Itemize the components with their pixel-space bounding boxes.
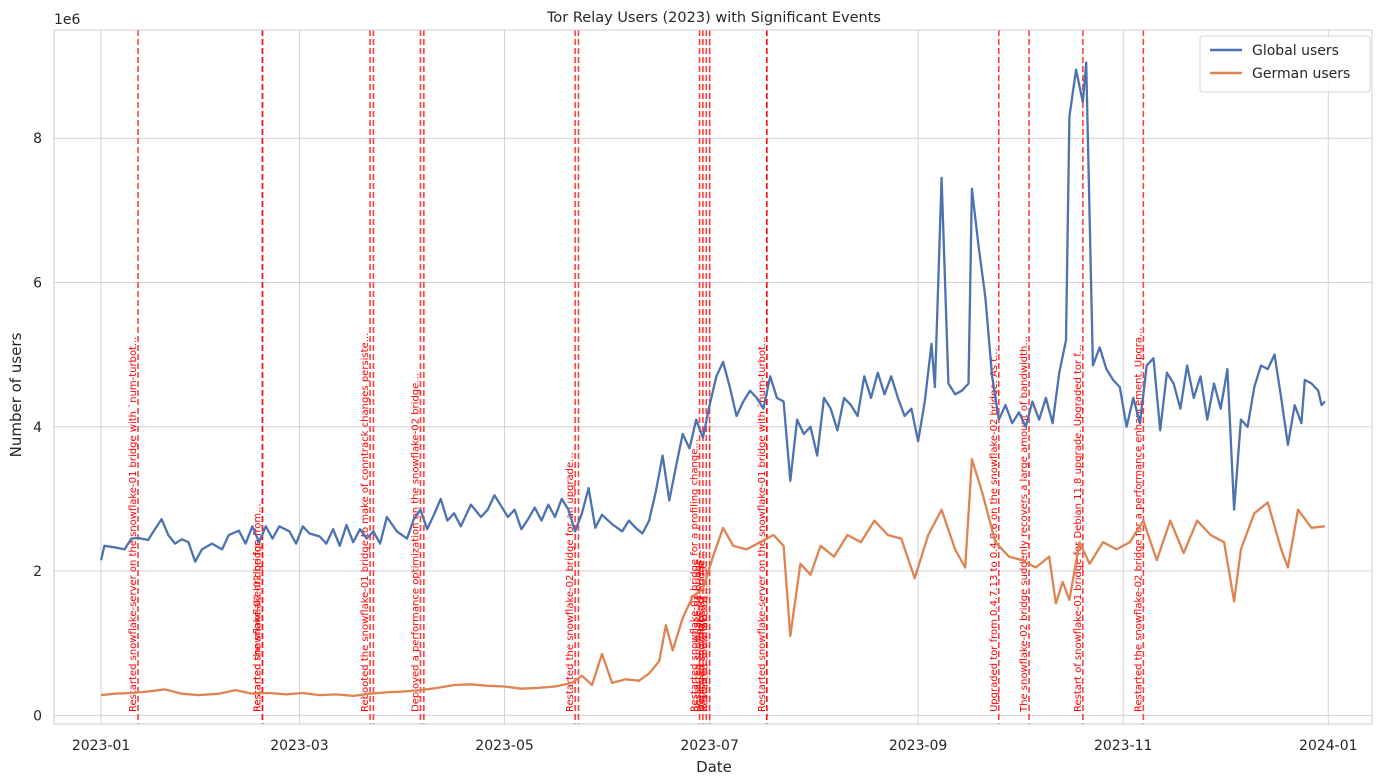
- x-tick-label: 2024-01: [1299, 738, 1358, 754]
- plot-frame: [53, 29, 1373, 725]
- event-label: Restarted snowflake-02 bridge for...: [252, 533, 263, 712]
- grid-lines: [54, 30, 1372, 724]
- event-label: Restarted snowflake-01 bridge...: [693, 549, 704, 712]
- legend-label-global: Global users: [1252, 43, 1339, 59]
- series-line-german-users: [100, 458, 1326, 698]
- series-lines: [99, 61, 1326, 698]
- event-label: Restarted snowflake-02 bridge for a prof…: [690, 439, 701, 712]
- x-axis-label: Date: [696, 758, 732, 776]
- y-tick-label: 0: [33, 708, 42, 724]
- x-tick-label: 2023-01: [72, 738, 131, 754]
- x-tick-label: 2023-05: [475, 738, 534, 754]
- x-tick-label: 2023-03: [270, 738, 329, 754]
- event-label: Restarted snowflake-server on the snowfl…: [127, 337, 139, 713]
- y-tick-label: 8: [33, 131, 42, 147]
- event-label: The snowflake-02 bridge suddenly recover…: [1019, 336, 1030, 713]
- event-label: Restarted snowflake-server on the snowfl…: [756, 337, 768, 713]
- event-label: Restarted snowflake-01...: [700, 585, 711, 712]
- series-line-global-users: [99, 61, 1326, 563]
- y-tick-label: 6: [33, 275, 42, 291]
- axes: 2023-01 2023-03 2023-05 2023-07 2023-09 2023-…: [33, 131, 1357, 754]
- x-tick-label: 2023-07: [680, 738, 739, 754]
- y-axis-scale-label: 1e6: [54, 12, 81, 28]
- y-tick-label: 2: [33, 564, 42, 580]
- y-tick-label: 4: [33, 420, 42, 436]
- legend-box: [1199, 35, 1371, 93]
- y-axis-label: Number of users: [7, 332, 25, 457]
- x-tick-label: 2023-09: [889, 738, 948, 754]
- event-label: Rebooted the snowflake-01 bridge to make…: [360, 333, 371, 712]
- event-label: Restarted the snowflake-02 bridge for an…: [565, 452, 576, 712]
- event-label: Restarted the snowflake-02 bridge for a …: [1133, 327, 1144, 712]
- event-label: Restart of snowflake-01 bridge for Debia…: [1073, 344, 1084, 712]
- event-markers: Restarted snowflake-server on the snowfl…: [127, 30, 1144, 724]
- event-label: Deployed snowflake-02 bridge...: [696, 550, 707, 712]
- event-label: Restarted the snowflake-02 bridge from..…: [252, 503, 263, 712]
- legend: Global users German users: [1199, 35, 1371, 93]
- event-label: Deployed a performance optimization on t…: [410, 373, 421, 712]
- x-tick-label: 2023-11: [1094, 738, 1153, 754]
- legend-label-german: German users: [1252, 66, 1350, 82]
- chart-title: Tor Relay Users (2023) with Significant …: [546, 10, 881, 26]
- event-label: Upgraded tor from 0.4.7.13 to 0.4.8.6 on…: [989, 348, 1000, 712]
